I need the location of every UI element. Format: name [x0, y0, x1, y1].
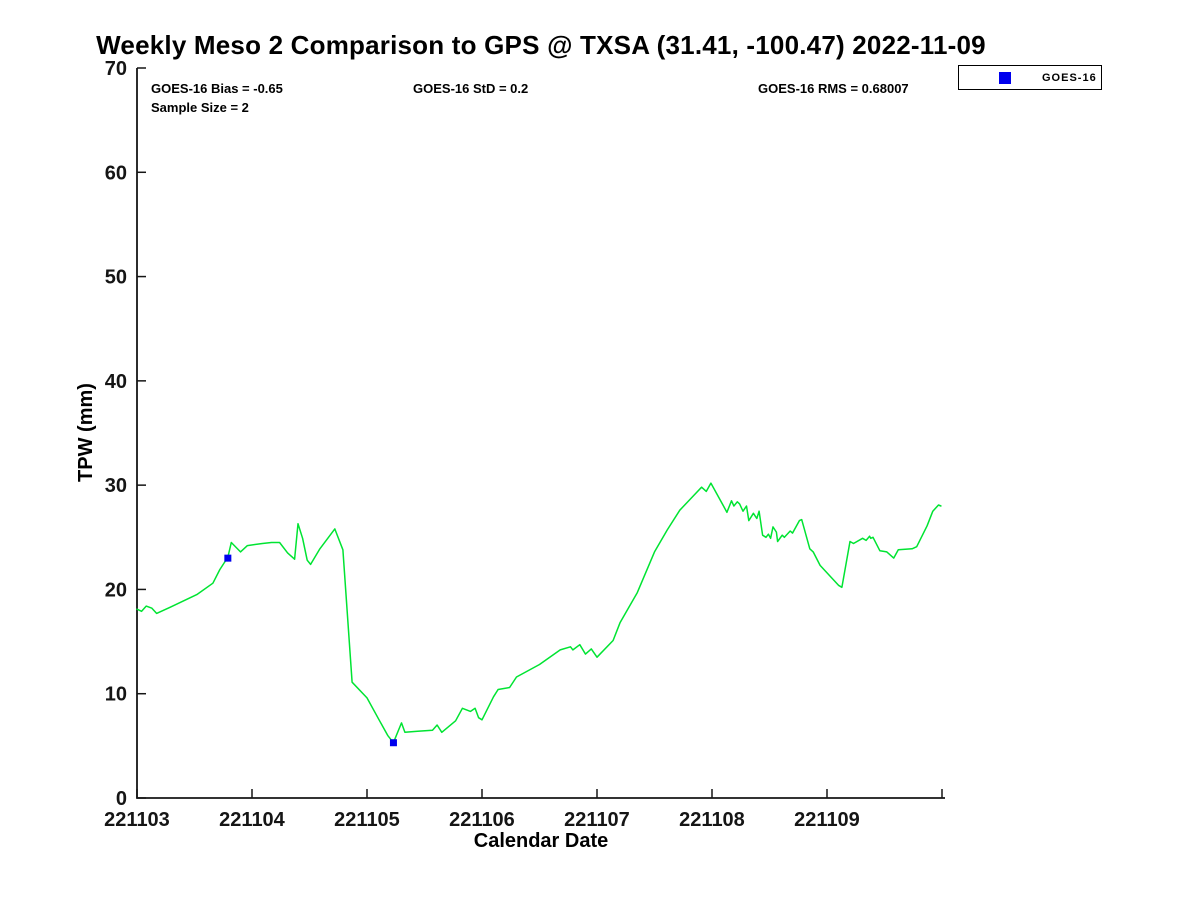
x-tick-label: 221104: [219, 809, 286, 831]
y-axis-label-wrap: TPW (mm): [36, 332, 136, 532]
stat-bias: GOES-16 Bias = -0.65: [151, 81, 283, 96]
y-tick-label: 10: [105, 684, 127, 706]
tpw-line: [136, 482, 942, 744]
goes16-marker: [224, 554, 232, 562]
x-tick-label: 221106: [449, 809, 515, 831]
goes16-marker: [389, 739, 397, 747]
stat-std: GOES-16 StD = 0.2: [413, 81, 529, 96]
y-axis-label: TPW (mm): [74, 382, 97, 482]
x-tick-label: 221108: [679, 809, 745, 831]
y-tick-label: 0: [116, 788, 127, 810]
x-tick-label: 221103: [104, 809, 170, 831]
y-tick-label: 60: [105, 162, 127, 184]
legend-marker-square-icon: [999, 72, 1011, 84]
x-tick-label: 221109: [794, 809, 860, 831]
y-tick-label: 30: [105, 475, 127, 497]
axis-frame: [136, 68, 945, 799]
legend-label: GOES-16: [1042, 72, 1097, 84]
legend: GOES-16: [958, 65, 1102, 90]
x-axis-label: Calendar Date: [473, 830, 609, 852]
y-tick-label: 70: [105, 58, 127, 80]
y-tick-label: 20: [105, 579, 127, 601]
stat-sample-size: Sample Size = 2: [151, 100, 249, 115]
x-tick-label: 221107: [564, 809, 630, 831]
x-tick-label: 221105: [334, 809, 400, 831]
stat-rms: GOES-16 RMS = 0.68007: [758, 81, 909, 96]
chart-title: Weekly Meso 2 Comparison to GPS @ TXSA (…: [96, 30, 986, 60]
y-tick-label: 50: [105, 267, 127, 289]
y-tick-label: 40: [105, 371, 127, 393]
